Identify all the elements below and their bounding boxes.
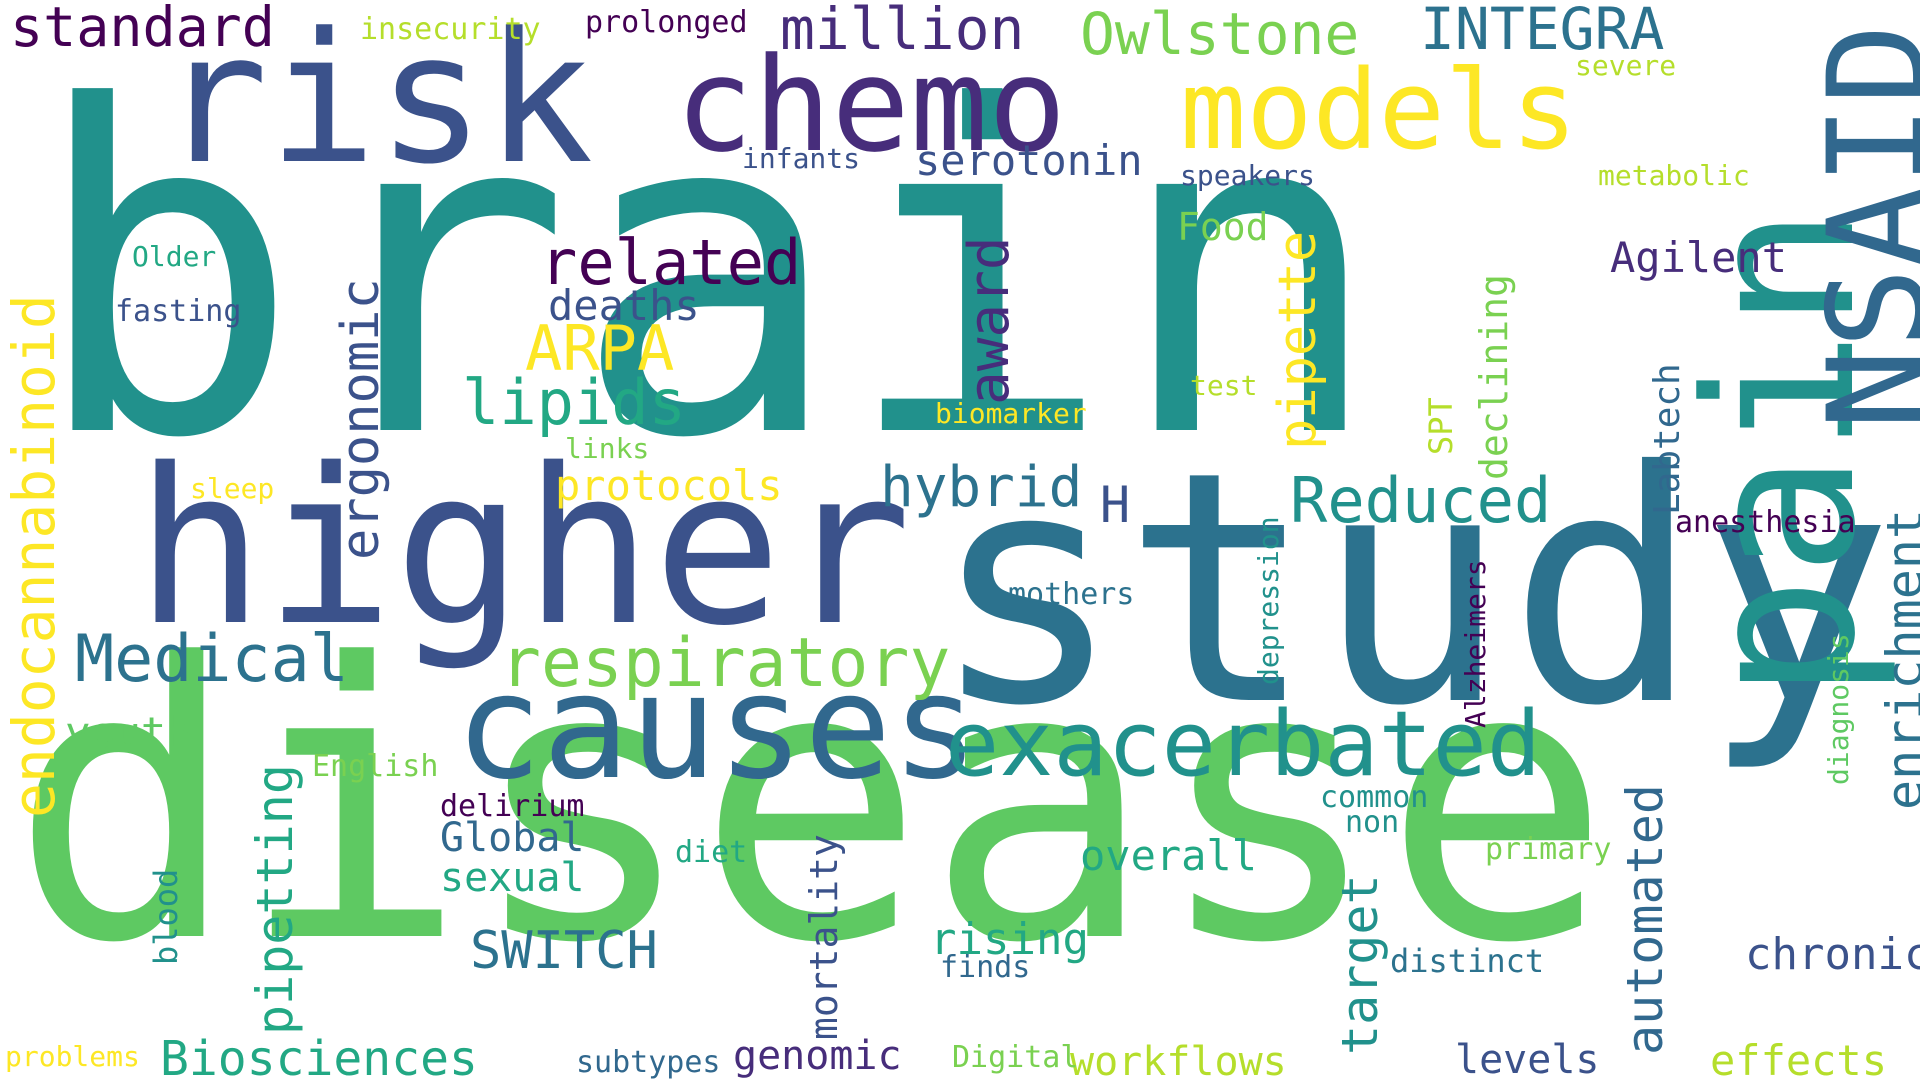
word-anesthesia: anesthesia bbox=[1675, 505, 1856, 540]
word-test: test bbox=[1190, 369, 1258, 402]
word-deaths: deaths bbox=[548, 281, 700, 330]
word-finds: finds bbox=[940, 950, 1031, 985]
word-Alzheimers: Alzheimers bbox=[1459, 559, 1492, 728]
word-INTEGRA: INTEGRA bbox=[1420, 0, 1665, 63]
word-H: H bbox=[1100, 476, 1131, 534]
word-infants: infants bbox=[742, 142, 861, 175]
word-Global: Global bbox=[440, 815, 585, 861]
word-study: study bbox=[930, 404, 1894, 776]
word-depression: depression bbox=[1252, 516, 1285, 685]
word-fasting: fasting bbox=[115, 294, 242, 329]
word-disease: disease bbox=[10, 583, 1612, 1026]
word-insecurity: insecurity bbox=[360, 12, 541, 47]
word-protocols: protocols bbox=[555, 461, 783, 510]
word-ARPA: ARPA bbox=[525, 312, 675, 385]
word-overall: overall bbox=[1080, 831, 1258, 880]
word-sleep: sleep bbox=[190, 472, 275, 505]
word-rising: rising bbox=[930, 914, 1089, 965]
word-related: related bbox=[540, 226, 802, 299]
word-Owlstone: Owlstone bbox=[1080, 0, 1360, 68]
word-brain: brain bbox=[30, 13, 1385, 537]
word-hybrid: hybrid bbox=[880, 455, 1083, 520]
word-chronic: chronic bbox=[1745, 929, 1920, 980]
word-blood: blood bbox=[147, 868, 185, 965]
word-Food: Food bbox=[1177, 205, 1269, 249]
word-delirium: delirium bbox=[440, 789, 585, 824]
word-biomarker: biomarker bbox=[935, 397, 1087, 430]
word-lipids: lipids bbox=[462, 366, 686, 439]
word-risk: risk bbox=[160, 0, 594, 204]
word-exacerbated: exacerbated bbox=[945, 692, 1542, 797]
word-non: non bbox=[1345, 805, 1400, 840]
word-SWITCH: SWITCH bbox=[470, 921, 658, 981]
word-sexual: sexual bbox=[440, 855, 585, 901]
word-Older: Older bbox=[132, 240, 217, 273]
word-respiratory: respiratory bbox=[500, 624, 951, 703]
word-speakers: speakers bbox=[1180, 159, 1315, 192]
word-chemo: chemo bbox=[675, 29, 1067, 181]
word-prolonged: prolonged bbox=[585, 5, 748, 40]
word-subtypes: subtypes bbox=[576, 1045, 721, 1080]
word-common: common bbox=[1320, 780, 1429, 815]
word-Agilent: Agilent bbox=[1610, 233, 1788, 282]
word-enrichment: enrichment bbox=[1876, 508, 1920, 810]
word-pipette: pipette bbox=[1268, 230, 1328, 450]
word-SPT: SPT bbox=[1422, 397, 1460, 455]
word-declining: declining bbox=[1472, 274, 1516, 480]
word-genomic: genomic bbox=[733, 1033, 902, 1079]
word-primary: primary bbox=[1485, 832, 1612, 867]
word-Labtech: Labtech bbox=[1647, 363, 1688, 515]
word-serotonin: serotonin bbox=[915, 136, 1143, 185]
word-automated: automated bbox=[1616, 784, 1674, 1055]
word-NSAID: NSAID bbox=[1799, 23, 1920, 430]
word-mothers: mothers bbox=[1008, 577, 1135, 612]
word-higher: higher bbox=[135, 422, 912, 673]
word-links: links bbox=[565, 432, 650, 465]
word-metabolic: metabolic bbox=[1598, 159, 1750, 192]
word-diet: diet bbox=[675, 835, 748, 870]
word-endocannabinoid: endocannabinoid bbox=[0, 294, 68, 818]
word-mortality: mortality bbox=[802, 834, 846, 1040]
word-Medical: Medical bbox=[75, 622, 349, 697]
word-workflows: workflows bbox=[1070, 1039, 1287, 1085]
word-English: English bbox=[312, 749, 439, 784]
word-levels: levels bbox=[1455, 1037, 1600, 1083]
word-effects: effects bbox=[1710, 1036, 1888, 1085]
word-severe: severe bbox=[1575, 49, 1677, 82]
word-target: target bbox=[1331, 874, 1389, 1055]
word-problems: problems bbox=[5, 1040, 140, 1073]
word-Reduced: Reduced bbox=[1290, 464, 1552, 537]
word-ergonomic: ergonomic bbox=[331, 278, 391, 560]
word-youth: youth bbox=[65, 708, 192, 757]
word-standard: standard bbox=[10, 0, 275, 59]
word-models: models bbox=[1180, 46, 1578, 174]
word-causes: causes bbox=[455, 643, 979, 812]
word-million: million bbox=[780, 0, 1025, 63]
word-Biosciences: Biosciences bbox=[160, 1031, 478, 1087]
word-diagnosis: diagnosis bbox=[1822, 633, 1855, 785]
word-pipetting: pipetting bbox=[246, 764, 304, 1035]
word-award: award bbox=[957, 236, 1022, 405]
word-distinct: distinct bbox=[1390, 942, 1545, 980]
word-Digital: Digital bbox=[952, 1040, 1079, 1075]
